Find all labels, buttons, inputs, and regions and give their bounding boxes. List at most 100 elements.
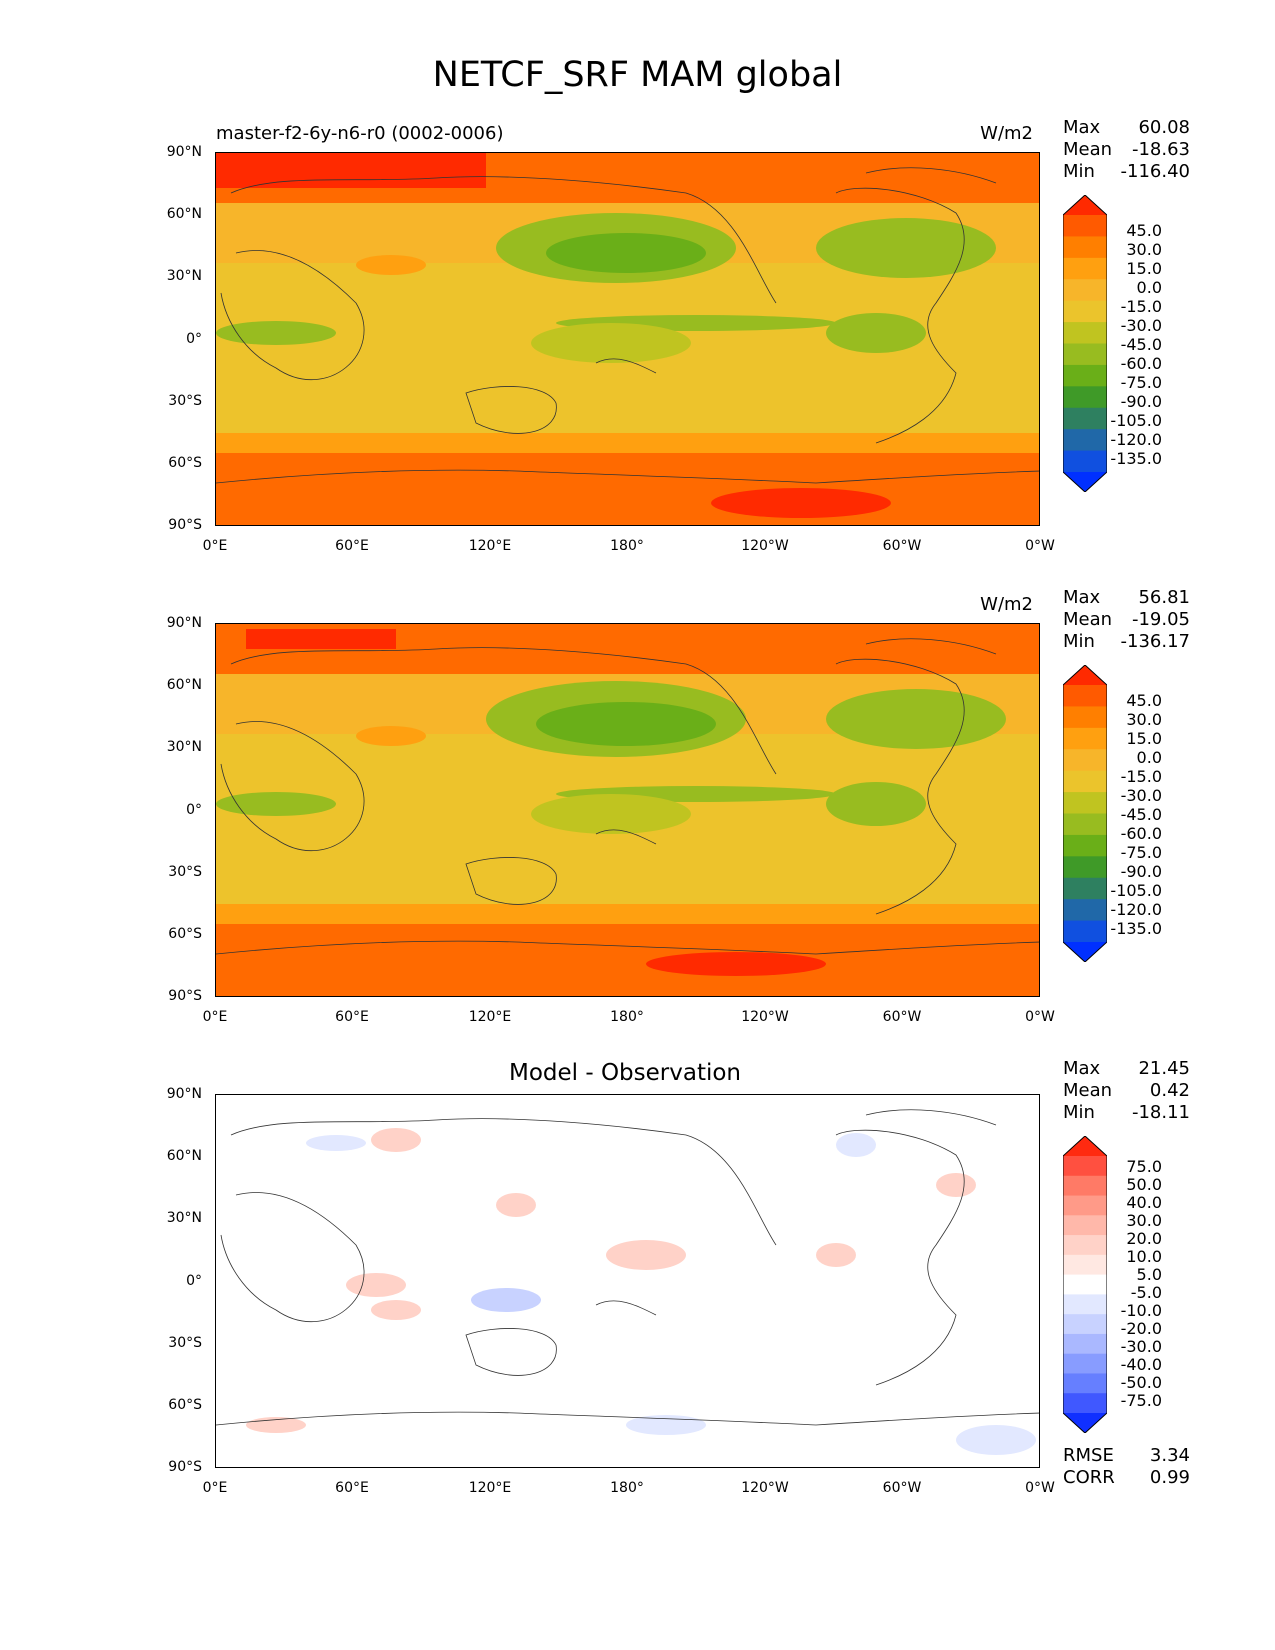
colorbar-segment (1063, 1254, 1107, 1276)
stat-max-value: 21.45 (1138, 1058, 1190, 1079)
colorbar-extend-bottom (1063, 942, 1107, 962)
cbar-tick: -30.0 (1120, 1337, 1162, 1356)
cbar-tick: 75.0 (1126, 1157, 1162, 1176)
cbar-tick: 30.0 (1126, 710, 1162, 729)
colorbar-segment (1063, 856, 1107, 879)
colorbar-segment (1063, 1195, 1107, 1216)
colorbar-segment (1063, 364, 1107, 387)
colorbar-segment (1063, 792, 1107, 814)
xtick: 120°E (468, 1480, 512, 1496)
colorbar-segment (1063, 706, 1107, 729)
xtick: 180° (610, 1009, 644, 1025)
cbar-tick: -40.0 (1120, 1355, 1162, 1374)
ytick: 90°N (166, 1086, 202, 1102)
stat-min-label: Min (1063, 1102, 1095, 1123)
xtick: 60°E (335, 1009, 369, 1025)
colorbar-segment (1063, 877, 1107, 900)
xtick: 60°W (882, 1009, 922, 1025)
panel-2-map (215, 623, 1040, 997)
cbar-tick: -135.0 (1110, 919, 1162, 938)
xtick: 0°E (202, 1480, 228, 1496)
ytick: 60°N (166, 206, 202, 222)
cbar-tick: -60.0 (1120, 354, 1162, 373)
stat-mean-value: -19.05 (1131, 609, 1190, 630)
ytick: 60°N (166, 677, 202, 693)
corr-label: CORR (1063, 1467, 1115, 1488)
stat-min-label: Min (1063, 631, 1095, 652)
colorbar-extend-bottom (1063, 472, 1107, 492)
colorbar-segment (1063, 407, 1107, 430)
panel-3-title: Model - Observation (508, 1060, 742, 1086)
colorbar-segment (1063, 236, 1107, 259)
ytick: 30°N (166, 268, 202, 284)
ytick: 90°S (168, 988, 202, 1004)
rmse-label: RMSE (1063, 1445, 1114, 1466)
colorbar-segment (1063, 1353, 1107, 1374)
cbar-tick: 15.0 (1126, 729, 1162, 748)
colorbar-segment (1063, 685, 1107, 707)
colorbar-segment (1063, 300, 1107, 323)
cbar-tick: 10.0 (1126, 1247, 1162, 1266)
colorbar-segment (1063, 257, 1107, 280)
stat-mean-label: Mean (1063, 609, 1113, 630)
cbar-tick: -10.0 (1120, 1301, 1162, 1320)
cbar-tick: 5.0 (1136, 1265, 1162, 1284)
colorbar-segment (1063, 1373, 1107, 1394)
panel-3-map (215, 1094, 1040, 1468)
colorbar-segment (1063, 1393, 1107, 1414)
cbar-tick: -15.0 (1120, 767, 1162, 786)
colorbar-segment (1063, 215, 1107, 237)
xtick: 120°E (468, 538, 512, 554)
panel-2-stats: Max 56.81 Mean -19.05 Min -136.17 (1063, 587, 1190, 653)
colorbar-segment (1063, 770, 1107, 793)
ytick: 0° (186, 1273, 202, 1289)
xtick: 120°W (741, 1009, 789, 1025)
stat-min-label: Min (1063, 161, 1095, 182)
figure-title: NETCF_SRF MAM global (432, 55, 843, 95)
ytick: 60°S (168, 1397, 202, 1413)
colorbar-extend-top (1063, 665, 1107, 685)
stat-mean-label: Mean (1063, 139, 1113, 160)
cbar-tick: 45.0 (1126, 221, 1162, 240)
stat-min-value: -18.11 (1131, 1102, 1190, 1123)
stat-max-value: 56.81 (1138, 587, 1190, 608)
panel-1-colorbar (1062, 194, 1108, 493)
xtick: 60°W (882, 538, 922, 554)
cbar-tick: 45.0 (1126, 691, 1162, 710)
cbar-tick: 30.0 (1126, 240, 1162, 259)
cbar-tick: -60.0 (1120, 824, 1162, 843)
colorbar-segment (1063, 727, 1107, 750)
cbar-tick: -45.0 (1120, 805, 1162, 824)
xtick: 120°E (468, 1009, 512, 1025)
panel-1-stats: Max 60.08 Mean -18.63 Min -116.40 (1063, 117, 1190, 183)
xtick: 180° (610, 1480, 644, 1496)
colorbar-segment (1063, 1314, 1107, 1335)
colorbar-segment (1063, 1333, 1107, 1355)
cbar-tick: -20.0 (1120, 1319, 1162, 1338)
cbar-tick: -75.0 (1120, 373, 1162, 392)
colorbar-extend-bottom (1063, 1413, 1107, 1433)
ytick: 0° (186, 331, 202, 347)
colorbar-segment (1063, 1215, 1107, 1236)
ytick: 0° (186, 802, 202, 818)
xtick: 0°E (202, 538, 228, 554)
stat-mean-label: Mean (1063, 1080, 1113, 1101)
xtick: 120°W (741, 1480, 789, 1496)
colorbar-extend-top (1063, 1136, 1107, 1156)
cbar-tick: 40.0 (1126, 1193, 1162, 1212)
colorbar-segment (1063, 343, 1107, 366)
colorbar-segment (1063, 834, 1107, 857)
colorbar-extend-arrows (1062, 664, 1108, 963)
ytick: 60°S (168, 455, 202, 471)
colorbar-segment (1063, 1175, 1107, 1197)
cbar-tick: 30.0 (1126, 1211, 1162, 1230)
colorbar-segment (1063, 1274, 1107, 1295)
colorbar-segment (1063, 1235, 1107, 1256)
cbar-tick: -75.0 (1120, 1391, 1162, 1410)
ytick: 60°S (168, 926, 202, 942)
xtick: 60°E (335, 538, 369, 554)
cbar-tick: -30.0 (1120, 316, 1162, 335)
stat-mean-value: 0.42 (1149, 1080, 1190, 1101)
xtick: 60°W (882, 1480, 922, 1496)
cbar-tick: -50.0 (1120, 1373, 1162, 1392)
